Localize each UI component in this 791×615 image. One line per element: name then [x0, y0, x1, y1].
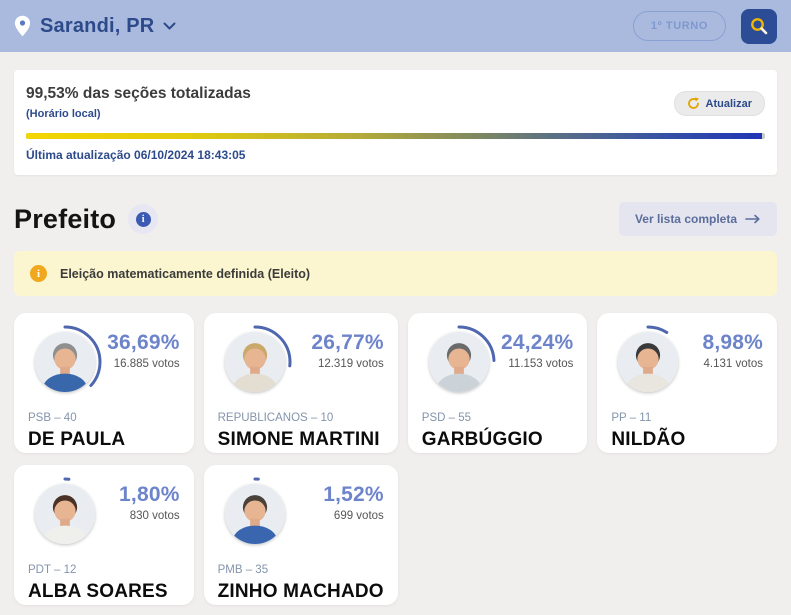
- totalization-heading: 99,53% das seções totalizadas: [26, 85, 251, 102]
- person-icon: [224, 332, 285, 392]
- chevron-down-icon[interactable]: [163, 22, 176, 30]
- candidate-card[interactable]: 1,80% 830 votos PDT – 12 ALBA SOARES: [14, 465, 194, 605]
- candidate-name: NILDÃO: [611, 429, 686, 450]
- location-pin-icon: [14, 15, 31, 37]
- vote-percentage: 36,69%: [107, 331, 180, 354]
- totalization-progress-fill: [26, 133, 762, 139]
- info-button[interactable]: i: [128, 204, 159, 234]
- alert-info-icon: i: [30, 265, 47, 282]
- search-icon: [751, 18, 768, 35]
- percentage-ring-icon: [28, 477, 102, 551]
- refresh-icon: [687, 97, 699, 109]
- local-time-note: (Horário local): [26, 108, 101, 120]
- search-button[interactable]: [741, 8, 777, 44]
- candidate-card[interactable]: 26,77% 12.319 votos REPUBLICANOS – 10 SI…: [203, 313, 398, 453]
- vote-count: 16.885 votos: [113, 358, 180, 370]
- party-label: PP – 11: [611, 412, 652, 424]
- candidate-name: GARBÚGGIO: [421, 429, 543, 450]
- candidates-grid: 36,69% 16.885 votos PSB – 40 DE PAULA: [14, 313, 777, 605]
- page-title: Prefeito: [14, 203, 117, 234]
- candidate-avatar: [224, 484, 285, 544]
- candidate-photo-ring: [218, 477, 292, 551]
- vote-percentage: 24,24%: [500, 331, 574, 354]
- percentage-ring-icon: [422, 325, 496, 399]
- main-content: 99,53% das seções totalizadas (Horário l…: [0, 52, 791, 605]
- vote-percentage: 8,98%: [702, 331, 763, 354]
- party-label: REPUBLICANOS – 10: [217, 412, 334, 424]
- section-header: Prefeito i Ver lista completa: [14, 202, 777, 236]
- candidate-photo-ring: [218, 325, 292, 399]
- candidate-name: ALBA SOARES: [28, 581, 168, 602]
- candidate-avatar: [618, 332, 679, 392]
- refresh-label: Atualizar: [705, 97, 752, 110]
- location-title[interactable]: Sarandi, PR: [40, 14, 155, 37]
- arrow-right-icon: [745, 214, 760, 224]
- vote-percentage: 26,77%: [311, 331, 384, 354]
- person-icon: [618, 332, 679, 392]
- candidate-card[interactable]: 1,52% 699 votos PMB – 35 ZINHO MACHADO: [203, 465, 398, 605]
- info-icon: i: [135, 211, 151, 227]
- percentage-ring-icon: [28, 325, 102, 399]
- vote-percentage: 1,80%: [119, 483, 180, 506]
- party-label: PDT – 12: [28, 564, 77, 576]
- candidate-avatar: [428, 332, 489, 392]
- person-icon: [35, 332, 95, 392]
- candidate-card[interactable]: 36,69% 16.885 votos PSB – 40 DE PAULA: [14, 313, 194, 453]
- vote-count: 830 votos: [129, 510, 180, 522]
- totalization-progress-bar: [26, 133, 765, 139]
- candidate-photo-ring: [611, 325, 685, 399]
- percentage-ring-icon: [218, 477, 292, 551]
- candidate-name: SIMONE MARTINI: [217, 429, 380, 450]
- vote-count: 699 votos: [333, 510, 384, 522]
- candidate-name: ZINHO MACHADO: [217, 581, 384, 602]
- party-label: PSB – 40: [28, 412, 77, 424]
- candidate-card[interactable]: 8,98% 4.131 votos PP – 11 NILDÃO: [597, 313, 777, 453]
- candidate-photo-ring: [28, 325, 102, 399]
- candidate-card[interactable]: 24,24% 11.153 votos PSD – 55 GARBÚGGIO: [407, 313, 588, 453]
- alert-text: Eleição matematicamente definida (Eleito…: [60, 266, 311, 281]
- candidate-avatar: [224, 332, 285, 392]
- totalization-panel: 99,53% das seções totalizadas (Horário l…: [14, 70, 777, 175]
- refresh-button[interactable]: Atualizar: [673, 91, 765, 116]
- vote-percentage: 1,52%: [323, 483, 384, 506]
- vote-count: 11.153 votos: [508, 358, 574, 370]
- candidate-avatar: [35, 332, 95, 392]
- party-label: PSD – 55: [421, 412, 472, 424]
- round-selector-button[interactable]: 1º TURNO: [632, 11, 726, 41]
- candidate-avatar: [35, 484, 95, 544]
- view-full-list-button[interactable]: Ver lista completa: [618, 202, 777, 236]
- percentage-ring-icon: [218, 325, 292, 399]
- election-defined-alert: i Eleição matematicamente definida (Elei…: [14, 251, 777, 296]
- person-icon: [35, 484, 95, 544]
- candidate-name: DE PAULA: [28, 429, 126, 450]
- app-header: Sarandi, PR 1º TURNO: [0, 0, 791, 52]
- person-icon: [428, 332, 489, 392]
- person-icon: [224, 484, 285, 544]
- candidate-photo-ring: [28, 477, 102, 551]
- party-label: PMB – 35: [217, 564, 269, 576]
- vote-count: 4.131 votos: [703, 358, 763, 370]
- view-full-list-label: Ver lista completa: [634, 212, 737, 226]
- vote-count: 12.319 votos: [317, 358, 384, 370]
- candidate-photo-ring: [422, 325, 496, 399]
- percentage-ring-icon: [611, 325, 685, 399]
- last-update-text: Última atualização 06/10/2024 18:43:05: [26, 148, 246, 162]
